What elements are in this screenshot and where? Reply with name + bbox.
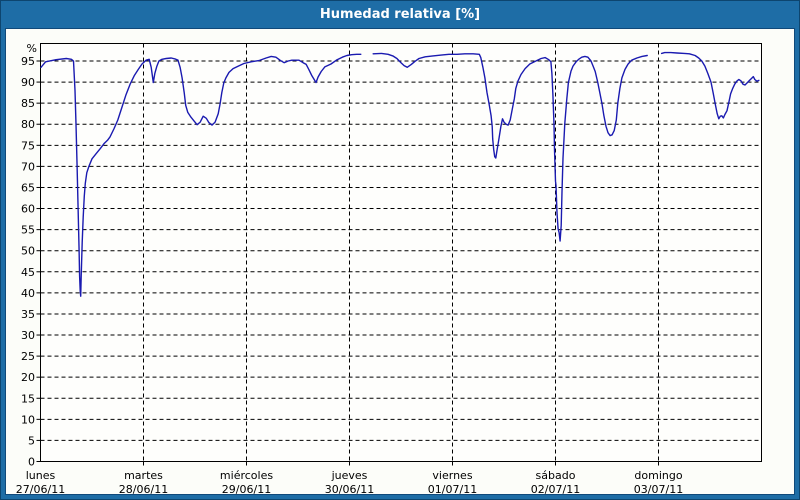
chart-panel bbox=[5, 28, 795, 495]
chart-title: Humedad relativa [%] bbox=[319, 7, 481, 22]
title-bar: Humedad relativa [%] bbox=[1, 1, 799, 28]
